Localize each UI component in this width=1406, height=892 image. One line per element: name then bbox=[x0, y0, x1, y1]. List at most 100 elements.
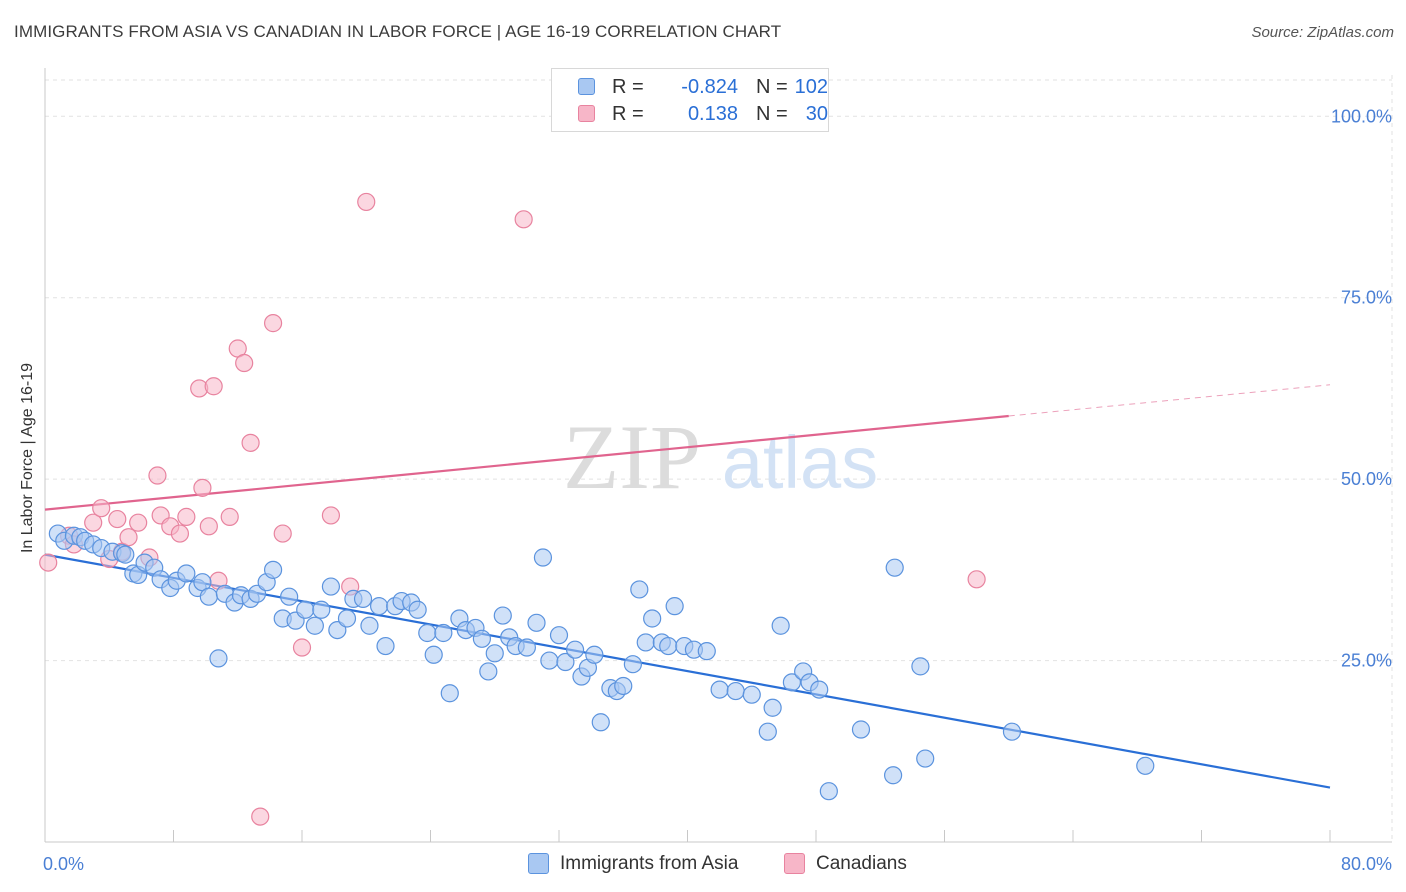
point-canadians bbox=[321, 506, 341, 525]
chart-title: IMMIGRANTS FROM ASIA VS CANADIAN IN LABO… bbox=[14, 22, 782, 41]
point-asia bbox=[408, 600, 427, 619]
n-value: 30 bbox=[805, 103, 828, 125]
point-canadians bbox=[170, 524, 190, 543]
point-canadians bbox=[119, 528, 138, 547]
point-asia bbox=[623, 655, 642, 674]
point-asia bbox=[247, 584, 267, 603]
point-canadians bbox=[292, 638, 312, 657]
point-asia bbox=[665, 597, 684, 616]
point-canadians bbox=[263, 314, 283, 333]
point-asia bbox=[209, 649, 228, 668]
y-tick-label: 50.0% bbox=[1341, 469, 1392, 489]
point-canadians bbox=[129, 513, 148, 532]
n-label: N = bbox=[756, 103, 788, 125]
point-canadians bbox=[357, 192, 376, 212]
point-canadians bbox=[251, 807, 270, 826]
point-asia bbox=[472, 629, 491, 648]
legend-label-asia: Immigrants from Asia bbox=[560, 853, 739, 874]
point-canadians bbox=[108, 509, 127, 529]
point-asia bbox=[424, 645, 443, 664]
point-asia bbox=[199, 587, 218, 606]
point-asia bbox=[614, 676, 633, 696]
point-asia bbox=[370, 597, 389, 616]
point-asia bbox=[321, 577, 341, 596]
watermark: ZIP atlas bbox=[563, 406, 878, 508]
point-asia bbox=[763, 698, 782, 717]
point-asia bbox=[527, 613, 546, 632]
r-value: 0.138 bbox=[687, 103, 738, 125]
legend-swatch-asia bbox=[528, 853, 549, 874]
point-asia bbox=[312, 600, 331, 619]
point-asia bbox=[280, 587, 299, 606]
point-asia bbox=[758, 722, 777, 741]
grid-lines bbox=[45, 75, 1393, 842]
data-points bbox=[39, 192, 1155, 826]
watermark-atlas: atlas bbox=[722, 421, 878, 504]
r-value: -0.824 bbox=[681, 76, 738, 98]
point-asia bbox=[296, 600, 315, 619]
point-canadians bbox=[514, 210, 533, 229]
point-asia bbox=[517, 638, 536, 657]
x-tick-label: 80.0% bbox=[1341, 854, 1392, 874]
point-asia bbox=[533, 548, 553, 567]
point-asia bbox=[697, 642, 716, 661]
point-canadians bbox=[84, 513, 103, 532]
point-asia bbox=[916, 749, 935, 768]
point-asia bbox=[418, 623, 437, 643]
point-asia bbox=[328, 620, 347, 640]
point-asia bbox=[885, 558, 904, 577]
point-asia bbox=[710, 680, 729, 699]
point-asia bbox=[305, 616, 324, 635]
point-canadians bbox=[241, 433, 260, 452]
point-asia bbox=[591, 713, 610, 732]
point-canadians bbox=[193, 478, 212, 497]
legend-swatch-canadians bbox=[784, 853, 805, 874]
point-canadians bbox=[273, 524, 292, 543]
point-canadians bbox=[235, 353, 254, 373]
point-canadians bbox=[220, 507, 239, 526]
point-asia bbox=[883, 766, 903, 785]
point-asia bbox=[659, 636, 678, 656]
y-tick-label: 25.0% bbox=[1341, 651, 1392, 671]
point-asia bbox=[493, 606, 512, 625]
point-asia bbox=[263, 560, 283, 579]
point-canadians bbox=[177, 507, 196, 526]
point-asia bbox=[556, 652, 575, 672]
point-canadians bbox=[92, 499, 111, 518]
r-label: R = bbox=[612, 103, 644, 125]
x-tick-label: 0.0% bbox=[43, 854, 84, 874]
point-asia bbox=[851, 720, 871, 739]
point-asia bbox=[485, 644, 504, 663]
point-canadians bbox=[967, 570, 986, 589]
legend-swatch-asia bbox=[578, 78, 595, 95]
trend-line-canadians-extension bbox=[1008, 384, 1331, 417]
point-canadians bbox=[148, 466, 167, 485]
point-asia bbox=[434, 623, 453, 643]
point-asia bbox=[630, 580, 649, 599]
source-label: Source: ZipAtlas.com bbox=[1251, 24, 1394, 41]
n-value: 102 bbox=[794, 76, 828, 98]
point-asia bbox=[540, 651, 559, 670]
tick-labels: 25.0% 50.0% 75.0% 100.0% 0.0% 80.0% bbox=[43, 106, 1392, 874]
n-label: N = bbox=[756, 76, 788, 98]
axes bbox=[44, 68, 1392, 843]
point-asia bbox=[440, 684, 459, 703]
point-asia bbox=[360, 616, 379, 635]
point-asia bbox=[353, 589, 373, 608]
point-asia bbox=[819, 782, 838, 801]
point-asia bbox=[177, 564, 196, 583]
y-tick-label: 100.0% bbox=[1331, 106, 1392, 126]
point-asia bbox=[337, 609, 357, 628]
point-asia bbox=[726, 681, 745, 701]
point-asia bbox=[116, 545, 135, 564]
point-asia bbox=[782, 673, 802, 692]
point-asia bbox=[1002, 722, 1022, 741]
legend-swatch-canadians bbox=[578, 105, 595, 122]
point-asia bbox=[1136, 756, 1155, 775]
point-canadians bbox=[39, 553, 58, 572]
point-asia bbox=[810, 680, 829, 699]
point-asia bbox=[636, 633, 655, 652]
point-canadians bbox=[204, 377, 223, 396]
point-asia bbox=[585, 645, 604, 664]
